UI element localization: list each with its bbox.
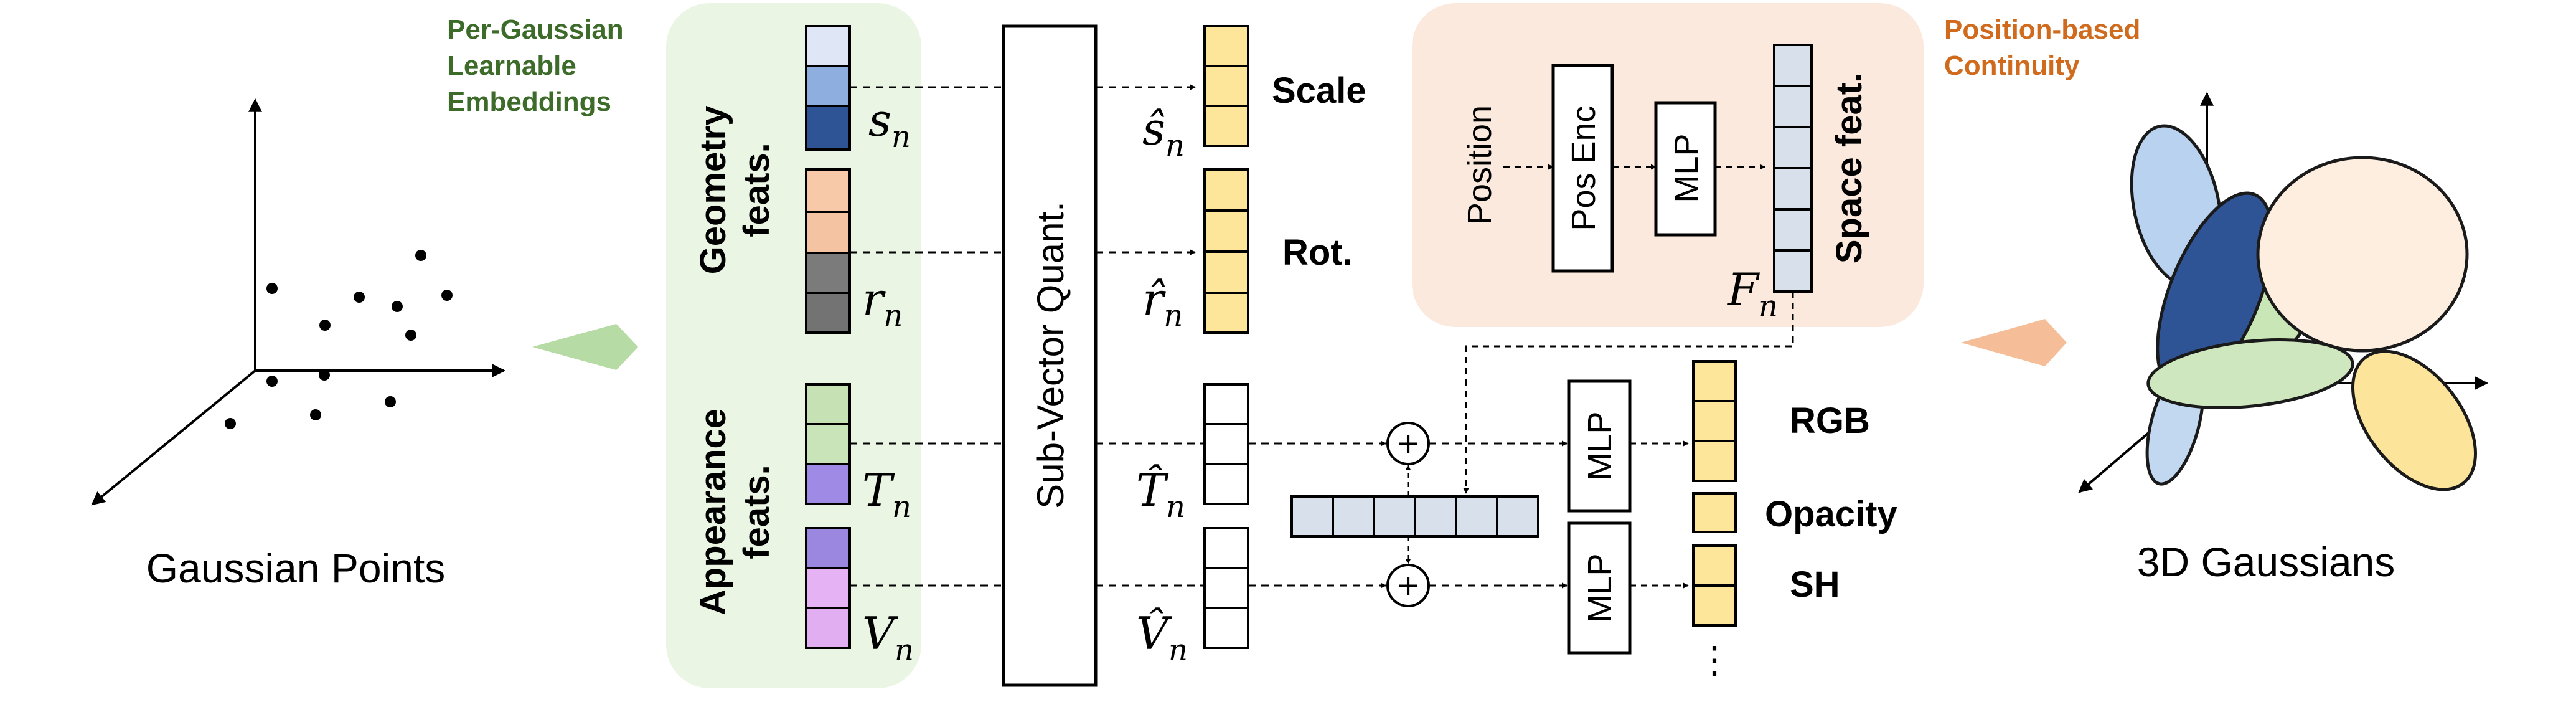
t-hat-n-label: T̂n xyxy=(1136,463,1185,524)
sh-label: SH xyxy=(1790,564,1840,605)
pos-enc-box xyxy=(1551,64,1614,273)
v-hat-n-label: V̂n xyxy=(1136,607,1188,668)
point-dot xyxy=(319,320,331,331)
s-n-label: sn xyxy=(868,94,911,154)
svg-text:Embeddings: Embeddings xyxy=(447,87,611,117)
quantized-scale-vector xyxy=(1203,25,1249,147)
color-mlp-box xyxy=(1567,379,1632,513)
svg-text:Per-Gaussian: Per-Gaussian xyxy=(447,14,624,45)
point-dot xyxy=(266,376,278,387)
svg-text:Learnable: Learnable xyxy=(447,50,576,81)
shared-space-vector xyxy=(1290,495,1539,538)
sh-output-vector xyxy=(1692,544,1737,627)
gaussian-points-plot: Gaussian Points xyxy=(91,98,506,591)
appearance-flow-lines xyxy=(1096,440,1568,589)
svg-text:Pos Enc: Pos Enc xyxy=(1565,105,1602,230)
per-gaussian-title: Per-Gaussian Learnable Embeddings xyxy=(447,14,624,117)
geometry-feats-label: Geometry xyxy=(693,106,733,275)
t-n-label: Tn xyxy=(862,464,911,524)
rot-label: Rot. xyxy=(1282,232,1353,273)
green-flow-arrow xyxy=(532,324,638,370)
svg-text:MLP: MLP xyxy=(1581,553,1619,622)
r-n-label: rn xyxy=(862,273,903,333)
scale-embedding-vector xyxy=(805,25,851,151)
point-dot xyxy=(385,396,396,407)
rgb-label: RGB xyxy=(1790,401,1870,441)
point-dot xyxy=(415,250,426,261)
svg-text:feats.: feats. xyxy=(736,143,777,237)
f-n-label: Fn xyxy=(1726,263,1778,324)
r-hat-n-label: r̂n xyxy=(1142,273,1183,333)
quantized-view-vector xyxy=(1203,527,1249,649)
view-embedding-vector xyxy=(805,527,851,649)
point-dot xyxy=(354,292,365,303)
svg-text:+: + xyxy=(1398,566,1419,606)
svg-text:Continuity: Continuity xyxy=(1944,50,2080,81)
opacity-output-vector xyxy=(1692,492,1737,533)
v-n-label: Vn xyxy=(862,607,914,668)
appearance-feats-label: Appearance xyxy=(693,409,733,615)
more-outputs-ellipsis: ⋮ xyxy=(1696,639,1733,681)
sub-vector-quant-label: Sub-Vector Quant. xyxy=(1030,201,1071,509)
point-dot xyxy=(405,330,416,341)
rgb-output-vector xyxy=(1692,360,1737,482)
svg-text:feats.: feats. xyxy=(736,465,777,559)
3d-gaussians-label: 3D Gaussians xyxy=(2137,539,2395,585)
point-dot xyxy=(392,301,403,312)
ellipsoid xyxy=(2146,338,2354,410)
space-feat-label: Space feat. xyxy=(1829,73,1869,263)
orange-flow-arrow xyxy=(1961,319,2067,366)
point-dot xyxy=(319,369,330,381)
sh-mlp-box xyxy=(1567,521,1632,655)
texture-embedding-vector xyxy=(805,383,851,505)
point-dot xyxy=(225,418,236,429)
gaussian-points-label: Gaussian Points xyxy=(146,545,446,591)
ellipsoid xyxy=(2256,156,2469,353)
svg-text:+: + xyxy=(1398,424,1419,464)
point-dot xyxy=(266,283,278,294)
quantized-texture-vector xyxy=(1203,383,1249,505)
plus-circle-bottom: + xyxy=(1386,564,1430,607)
ellipsoid xyxy=(2351,349,2478,491)
3d-gaussians-plot: 3D Gaussians xyxy=(2078,92,2489,585)
svg-text:MLP: MLP xyxy=(1668,133,1705,202)
position-based-title: Position-based xyxy=(1944,14,2140,45)
point-dot xyxy=(310,409,321,420)
embeddings-panel xyxy=(666,3,921,688)
opacity-label: Opacity xyxy=(1765,494,1897,534)
quant-to-output-lines xyxy=(1096,84,1196,255)
point-dot xyxy=(441,290,453,301)
plus-circle-top: + xyxy=(1386,422,1430,465)
s-hat-n-label: ŝn xyxy=(1142,103,1185,163)
space-mlp-box xyxy=(1654,101,1717,237)
rotation-embedding-vector xyxy=(805,168,851,334)
quantized-rotation-vector xyxy=(1203,168,1249,334)
scale-label: Scale xyxy=(1272,70,1366,111)
sub-vector-quant-box xyxy=(1002,24,1098,687)
svg-text:MLP: MLP xyxy=(1581,411,1619,480)
space-feat-route xyxy=(1463,292,1794,494)
position-label: Position xyxy=(1461,105,1498,225)
space-feature-vector xyxy=(1773,44,1813,293)
